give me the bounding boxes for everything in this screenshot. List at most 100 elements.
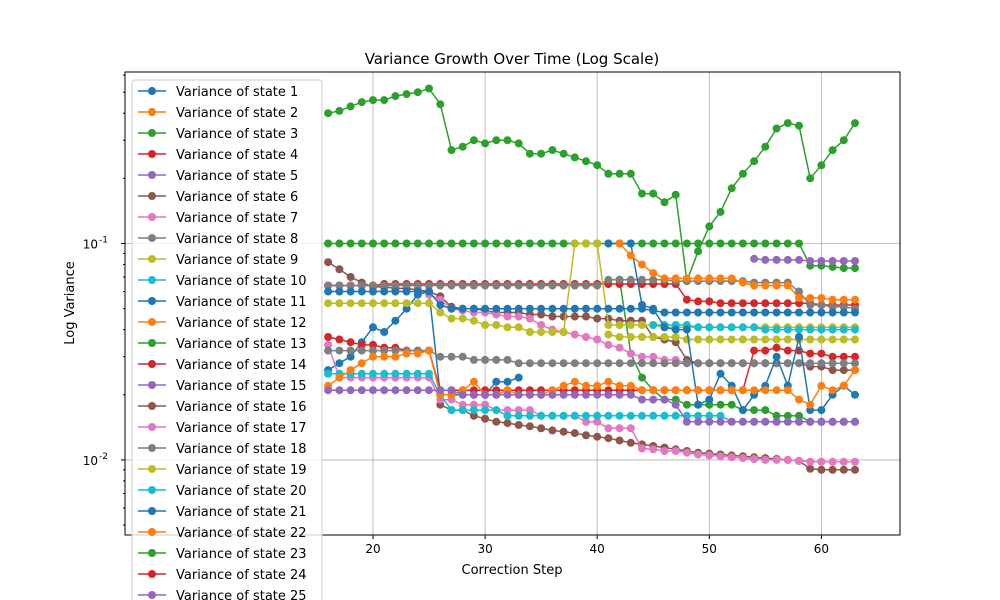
data-point	[839, 295, 848, 304]
data-point	[346, 386, 355, 395]
data-point	[806, 257, 815, 265]
data-point	[469, 355, 478, 364]
data-point	[772, 124, 781, 133]
data-point	[750, 346, 759, 355]
legend-swatch-marker	[148, 108, 156, 116]
data-point	[413, 287, 422, 296]
data-point	[806, 457, 815, 466]
data-point	[335, 239, 344, 248]
data-point	[593, 304, 602, 313]
data-point	[682, 325, 691, 334]
data-point	[525, 359, 534, 368]
data-point	[761, 335, 770, 344]
y-axis-ticks: 10-210-1	[83, 74, 125, 526]
data-point	[727, 417, 736, 426]
data-point	[705, 308, 714, 317]
data-point	[772, 352, 781, 361]
data-point	[436, 352, 445, 361]
data-point	[492, 136, 501, 145]
x-axis-label: Correction Step	[462, 563, 563, 578]
data-point	[402, 349, 411, 358]
data-point	[492, 417, 501, 426]
data-point	[436, 308, 445, 317]
data-point	[481, 390, 490, 399]
data-point	[615, 436, 624, 445]
data-point	[738, 239, 747, 248]
data-point	[503, 419, 512, 428]
data-point	[324, 386, 333, 395]
data-point	[626, 169, 635, 178]
x-tick-label: 60	[814, 542, 829, 556]
data-point	[795, 121, 803, 130]
data-point	[548, 312, 557, 321]
data-point	[772, 386, 781, 395]
data-point	[570, 153, 579, 162]
legend-item: Variance of state 6	[138, 190, 298, 205]
legend-label: Variance of state 22	[176, 526, 307, 541]
x-tick-label: 20	[365, 542, 380, 556]
data-point	[783, 455, 792, 464]
data-point	[682, 359, 691, 368]
data-point	[514, 406, 523, 415]
data-point	[638, 275, 646, 284]
data-point	[570, 304, 579, 313]
data-point	[626, 438, 635, 447]
data-point	[772, 325, 781, 334]
data-point	[492, 304, 501, 313]
data-point	[481, 304, 490, 313]
legend-swatch-marker	[148, 591, 156, 599]
data-point	[582, 431, 590, 440]
data-point	[671, 447, 680, 455]
series-variance-of-state-19	[604, 330, 859, 344]
data-point	[537, 411, 546, 420]
data-point	[828, 465, 837, 474]
data-point	[492, 406, 501, 415]
data-point	[772, 299, 781, 308]
data-point	[380, 281, 389, 290]
data-point	[761, 359, 770, 368]
data-point	[380, 239, 389, 248]
data-point	[851, 359, 859, 368]
data-point	[828, 308, 837, 317]
data-point	[727, 323, 736, 332]
data-point	[851, 417, 859, 426]
data-point	[548, 239, 557, 248]
data-point	[626, 381, 635, 390]
data-point	[795, 294, 803, 302]
legend-swatch-marker	[148, 297, 156, 305]
data-point	[851, 295, 859, 304]
legend-swatch-marker	[148, 150, 156, 158]
data-point	[705, 451, 714, 460]
data-point	[481, 414, 490, 423]
legend-item: Variance of state 5	[138, 169, 298, 184]
data-point	[346, 273, 355, 281]
data-point	[537, 310, 546, 319]
data-point	[649, 411, 658, 420]
data-point	[391, 369, 400, 378]
data-point	[615, 169, 624, 178]
data-point	[738, 278, 747, 287]
data-point	[447, 386, 456, 395]
data-point	[413, 299, 422, 308]
data-point	[761, 455, 770, 464]
data-point	[817, 294, 826, 302]
data-point	[738, 169, 747, 178]
legend-item: Variance of state 10	[138, 274, 307, 289]
data-point	[604, 169, 613, 178]
data-point	[582, 390, 590, 399]
data-point	[851, 264, 859, 273]
x-axis-ticks: 20 30 40 50 60	[365, 535, 829, 556]
data-point	[750, 359, 759, 368]
data-point	[615, 390, 624, 399]
data-point	[402, 369, 411, 378]
data-point	[481, 321, 490, 329]
data-point	[649, 333, 658, 341]
data-point	[626, 304, 635, 313]
data-point	[481, 139, 490, 148]
data-point	[851, 335, 859, 344]
data-point	[604, 330, 613, 339]
legend-swatch-marker	[148, 339, 156, 347]
data-point	[514, 281, 523, 290]
data-point	[503, 355, 512, 364]
legend-item: Variance of state 21	[138, 505, 307, 520]
